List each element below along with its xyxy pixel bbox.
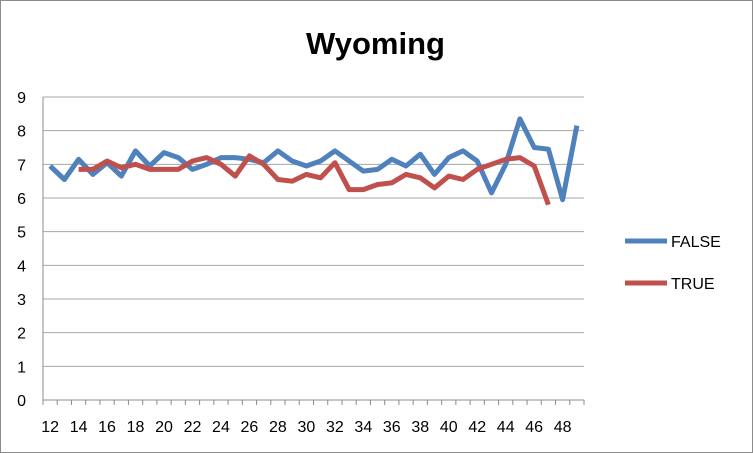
x-tick-label: 44 xyxy=(497,419,515,436)
y-tick-label: 4 xyxy=(17,258,26,275)
x-tick-label: 34 xyxy=(354,419,372,436)
chart-title: Wyoming xyxy=(306,26,445,61)
legend-label-false: FALSE xyxy=(671,234,721,251)
series-line-true xyxy=(78,153,551,206)
x-tick-label: 18 xyxy=(127,419,145,436)
x-tick-label: 40 xyxy=(440,419,458,436)
y-tick-label: 3 xyxy=(17,292,26,309)
series-line-false xyxy=(48,116,580,203)
x-tick-label: 32 xyxy=(326,419,344,436)
x-tick-label: 20 xyxy=(155,419,173,436)
x-tick-label: 46 xyxy=(525,419,543,436)
x-tick-label: 36 xyxy=(383,419,401,436)
y-tick-label: 9 xyxy=(17,90,26,107)
y-tick-label: 8 xyxy=(17,124,26,141)
legend-label-true: TRUE xyxy=(671,276,715,293)
x-tick-label: 24 xyxy=(212,419,230,436)
y-tick-label: 2 xyxy=(17,326,26,343)
y-tick-label: 1 xyxy=(17,359,26,376)
x-tick-label: 48 xyxy=(554,419,572,436)
x-tick-label: 12 xyxy=(41,419,59,436)
x-tick-label: 38 xyxy=(411,419,429,436)
y-tick-label: 6 xyxy=(17,191,26,208)
x-tick-label: 30 xyxy=(297,419,315,436)
x-tick-label: 28 xyxy=(269,419,287,436)
x-tick-label: 26 xyxy=(241,419,259,436)
y-tick-label: 7 xyxy=(17,157,26,174)
x-tick-label: 14 xyxy=(70,419,88,436)
y-tick-label: 0 xyxy=(17,393,26,410)
x-tick-label: 16 xyxy=(98,419,116,436)
x-tick-label: 42 xyxy=(468,419,486,436)
x-tick-label: 22 xyxy=(184,419,202,436)
y-tick-label: 5 xyxy=(17,225,26,242)
